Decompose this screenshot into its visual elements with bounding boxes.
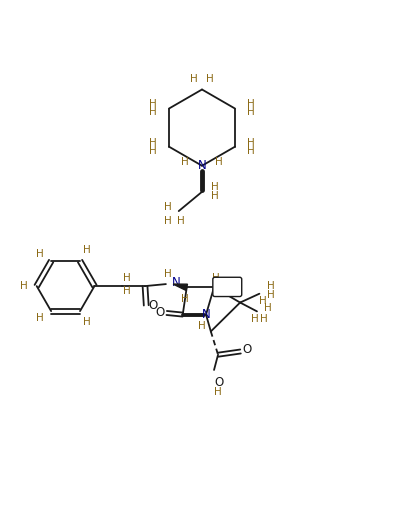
Text: H: H (231, 288, 239, 298)
Text: H: H (211, 182, 219, 192)
Text: H: H (206, 74, 214, 84)
Text: O: O (156, 306, 165, 320)
Text: N: N (173, 276, 181, 289)
Text: H: H (215, 157, 223, 167)
Text: H: H (36, 313, 44, 323)
Text: H: H (247, 139, 255, 148)
Text: H: H (211, 191, 219, 201)
Text: H: H (267, 281, 274, 292)
Text: H: H (149, 99, 157, 109)
Text: H: H (198, 321, 206, 331)
Text: H: H (247, 107, 255, 117)
Text: O: O (148, 299, 157, 312)
Text: O: O (215, 376, 224, 389)
Text: H: H (149, 146, 157, 156)
Text: H: H (181, 157, 189, 167)
Text: H: H (83, 245, 91, 255)
Text: H: H (267, 290, 274, 300)
Text: H: H (214, 388, 221, 397)
Text: H: H (259, 296, 267, 306)
Text: H: H (259, 314, 267, 325)
Text: H: H (123, 286, 130, 296)
Text: H: H (123, 273, 130, 283)
Text: O: O (242, 343, 252, 357)
Polygon shape (173, 284, 187, 291)
Text: H: H (247, 146, 255, 156)
FancyBboxPatch shape (213, 277, 242, 297)
Text: H: H (251, 314, 259, 325)
Text: N: N (198, 159, 206, 172)
Text: H: H (164, 216, 171, 226)
Text: H: H (20, 281, 28, 291)
Text: H: H (212, 273, 219, 282)
Text: H: H (83, 318, 91, 327)
Text: H: H (177, 216, 185, 226)
Text: H: H (149, 107, 157, 117)
Text: H: H (149, 139, 157, 148)
Text: H: H (181, 294, 189, 304)
Text: H: H (190, 74, 198, 84)
Text: H: H (36, 249, 44, 259)
Text: Abs: Abs (218, 282, 237, 292)
Text: H: H (247, 99, 255, 109)
Text: N: N (202, 308, 210, 321)
Text: H: H (264, 303, 272, 313)
Text: H: H (164, 202, 171, 212)
Text: H: H (164, 269, 171, 279)
